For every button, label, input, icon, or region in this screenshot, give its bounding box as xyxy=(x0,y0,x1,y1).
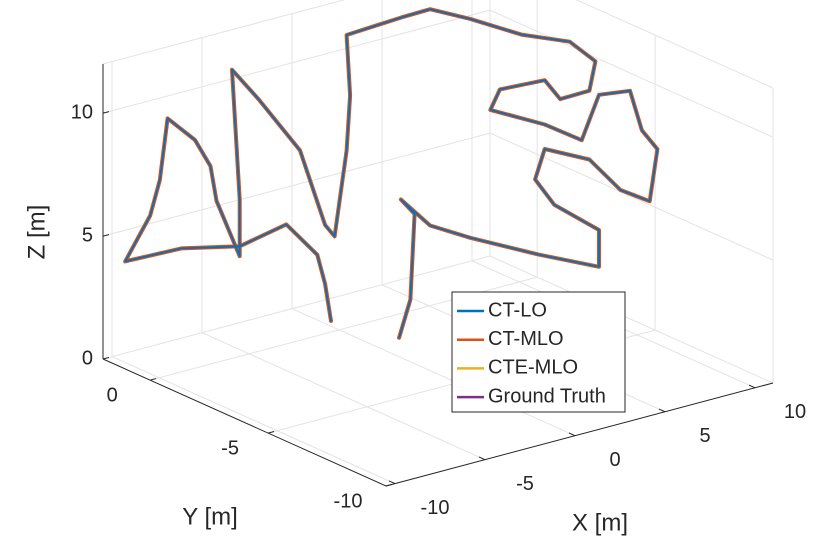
grid-edge xyxy=(575,0,774,89)
grid-line xyxy=(489,132,774,261)
trajectory-line xyxy=(124,8,659,339)
x-tick-label: -10 xyxy=(421,497,450,519)
y-tick-label: -5 xyxy=(221,437,239,459)
x-tick-label: 0 xyxy=(609,449,620,471)
z-tick-label: 0 xyxy=(82,347,93,369)
x-tick xyxy=(658,408,666,413)
grid-edge xyxy=(102,0,346,65)
y-tick-label: 0 xyxy=(107,384,118,406)
y-tick xyxy=(385,483,393,487)
y-axis-label: Y [m] xyxy=(182,503,238,530)
grid-line xyxy=(489,255,774,384)
grid-line xyxy=(489,9,774,138)
x-tick xyxy=(388,480,396,485)
z-tick-label: 5 xyxy=(82,224,93,246)
trajectories xyxy=(123,7,660,340)
x-axis xyxy=(385,382,774,487)
y-tick xyxy=(267,431,275,434)
z-tick-label: 10 xyxy=(71,101,93,123)
x-tick-label: 5 xyxy=(699,425,710,447)
x-tick xyxy=(478,456,486,461)
legend-label: Ground Truth xyxy=(488,385,606,407)
grid-line xyxy=(102,9,491,114)
z-axis-label: Z [m] xyxy=(23,205,50,260)
x-tick-label: 10 xyxy=(784,401,806,423)
y-axis xyxy=(102,358,387,487)
legend-label: CT-LO xyxy=(488,299,547,321)
legend: CT-LO CT-MLO CTE-MLO Ground Truth xyxy=(451,291,626,413)
x-tick xyxy=(748,384,756,389)
grid-line xyxy=(111,356,396,485)
y-tick xyxy=(150,378,157,381)
grid-line xyxy=(201,332,486,461)
z-tick xyxy=(102,234,110,237)
grid-line xyxy=(102,255,491,360)
legend-label: CTE-MLO xyxy=(488,357,578,379)
x-tick xyxy=(568,432,576,437)
grid-line xyxy=(102,132,491,237)
z-tick xyxy=(102,357,110,360)
legend-label: CT-MLO xyxy=(488,328,564,350)
x-axis-label: X [m] xyxy=(572,509,628,536)
z-tick xyxy=(102,111,110,114)
axes: 0 5 10 -10 -5 0 -10 -5 0 5 10 xyxy=(71,64,806,519)
x-tick-label: -5 xyxy=(516,473,534,495)
grid xyxy=(102,0,774,487)
y-tick-label: -10 xyxy=(334,490,363,512)
